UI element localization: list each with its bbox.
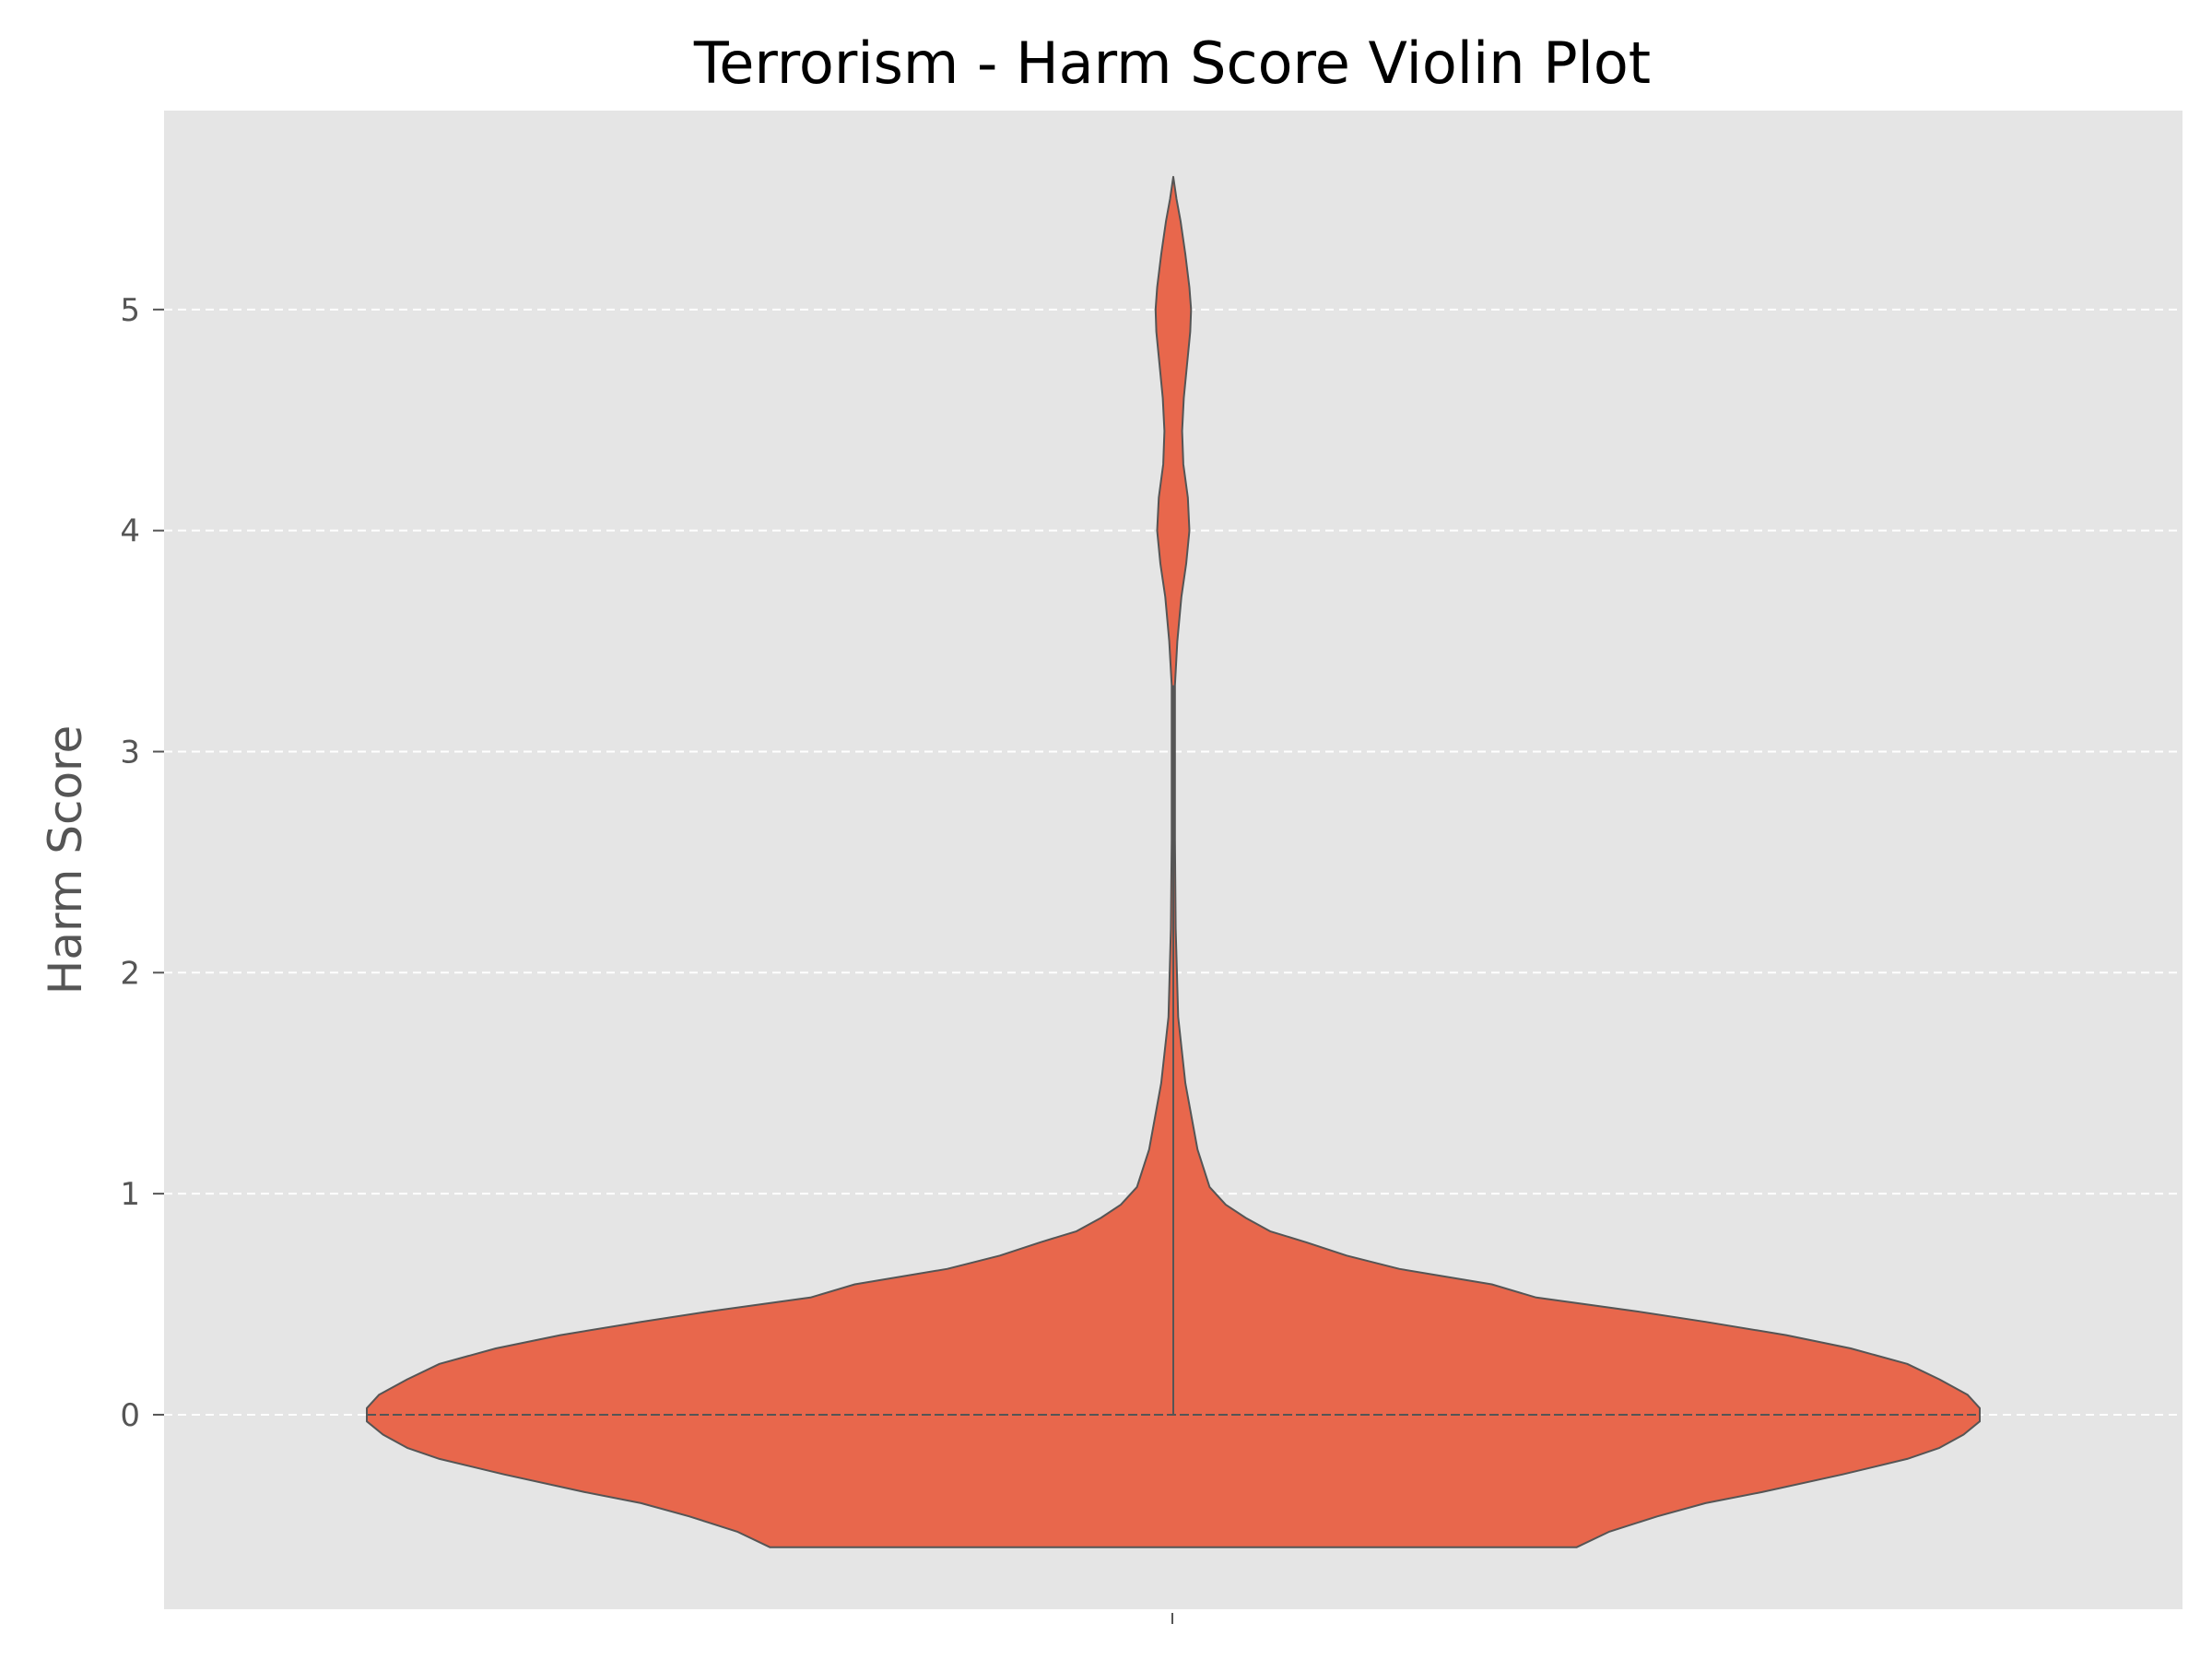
- y-axis-ticks: 0 1 2 3 4 5: [120, 292, 164, 1434]
- y-tick-label-5: 5: [120, 292, 140, 329]
- y-tick-label-1: 1: [120, 1176, 140, 1213]
- y-tick-label-2: 2: [120, 955, 140, 992]
- y-tick-label-3: 3: [120, 734, 140, 771]
- y-axis-label: Harm Score: [39, 725, 92, 995]
- y-tick-label-4: 4: [120, 513, 140, 550]
- chart-title: Terrorism - Harm Score Violin Plot: [693, 29, 1651, 97]
- violin-group: [366, 175, 1981, 1548]
- y-tick-label-0: 0: [120, 1397, 140, 1434]
